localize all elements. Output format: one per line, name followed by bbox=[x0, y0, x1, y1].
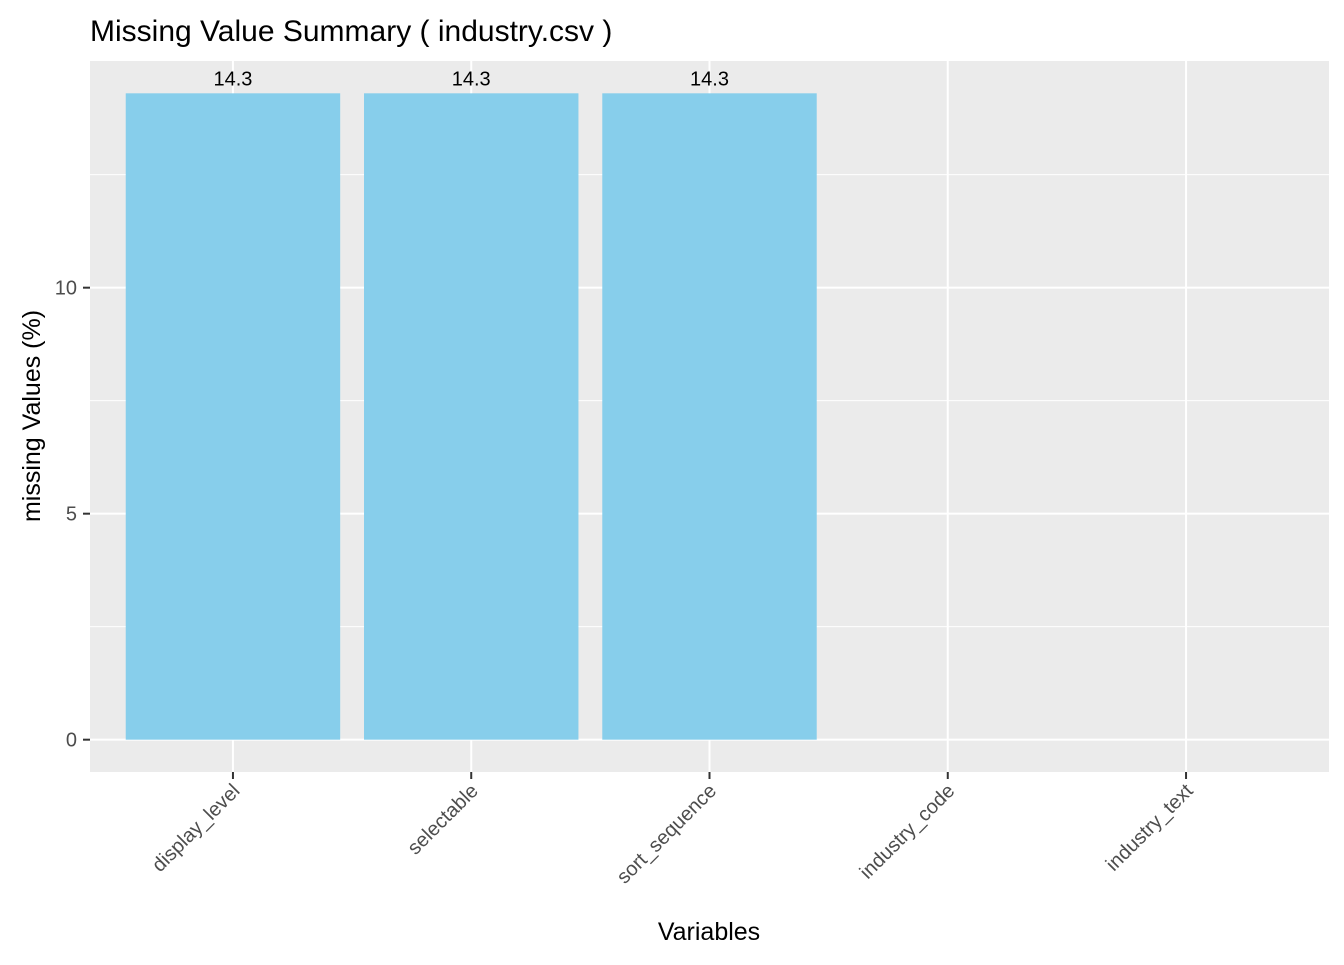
data-labels: 14.3 14.3 14.3 bbox=[213, 68, 728, 90]
bar-sort-sequence bbox=[602, 93, 817, 740]
x-tick-label: industry_code bbox=[856, 780, 960, 884]
bar-selectable bbox=[364, 93, 579, 740]
bars bbox=[125, 93, 817, 740]
x-axis: display_level selectable sort_sequence indu… bbox=[148, 772, 1198, 888]
x-tick-label: display_level bbox=[148, 780, 245, 877]
x-axis-title: Variables bbox=[658, 918, 760, 946]
y-tick-label: 0 bbox=[66, 730, 77, 752]
y-axis-title: missing Values (%) bbox=[18, 310, 46, 522]
y-tick-label: 10 bbox=[55, 278, 77, 300]
x-tick-label: industry_text bbox=[1102, 780, 1198, 876]
y-tick-label: 5 bbox=[66, 504, 77, 526]
x-tick-label: selectable bbox=[404, 780, 483, 859]
data-label: 14.3 bbox=[213, 68, 252, 90]
data-label: 14.3 bbox=[452, 68, 491, 90]
bar-display-level bbox=[125, 93, 341, 740]
chart-title: Missing Value Summary ( industry.csv ) bbox=[90, 15, 612, 48]
x-tick-label: sort_sequence bbox=[613, 780, 721, 888]
data-label: 14.3 bbox=[690, 68, 729, 90]
y-axis: 0 5 10 bbox=[55, 278, 90, 752]
